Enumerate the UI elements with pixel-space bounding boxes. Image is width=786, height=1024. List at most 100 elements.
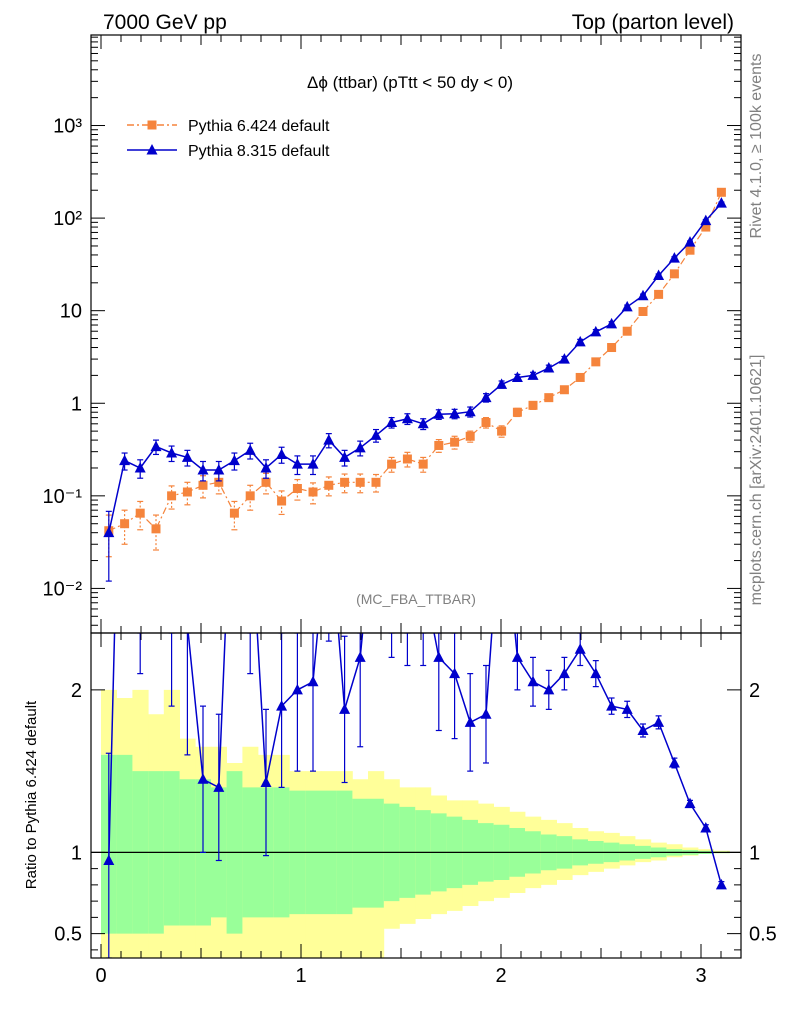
ratio-data-point [276, 700, 288, 711]
ratio-marks [91, 633, 741, 958]
data-point [496, 378, 508, 389]
main-y-tick-label: 10³ [53, 116, 82, 138]
data-point [543, 362, 555, 373]
data-point [339, 451, 351, 462]
ratio-y-tick-label: 1 [71, 842, 82, 864]
ratio-data-point [339, 703, 351, 714]
header-right: Top (parton level) [572, 11, 734, 34]
data-point [182, 487, 192, 497]
data-point [558, 353, 570, 364]
data-point [575, 372, 585, 382]
data-point [654, 289, 664, 299]
ratio-x-tick-label: 1 [295, 965, 306, 987]
mcplots-label: mcplots.cern.ch [arXiv:2401.10621] [748, 355, 765, 606]
ratio-data-point [260, 776, 272, 787]
band-inner [352, 798, 369, 908]
data-point [340, 477, 350, 487]
data-point [229, 508, 239, 518]
ratio-data-point [197, 773, 209, 784]
data-point [370, 429, 382, 440]
main-y-tick-label: 10⁻² [43, 578, 83, 600]
data-point [214, 477, 224, 487]
band-inner [116, 754, 133, 934]
ratio-data-point [668, 757, 680, 768]
data-point [481, 417, 491, 427]
ratio-data-point [558, 667, 570, 679]
data-point [465, 431, 475, 441]
rivet-label: Rivet 4.1.0, ≥ 100k events [748, 54, 765, 239]
legend-marker-0 [147, 120, 157, 130]
data-point [480, 391, 492, 403]
data-point [433, 408, 445, 419]
data-point [668, 252, 680, 263]
ratio-data-point [543, 683, 555, 695]
data-point [135, 508, 145, 518]
data-point [151, 524, 161, 534]
data-point [528, 400, 538, 410]
data-point [591, 357, 601, 367]
ratio-y-tick-label: 2 [71, 680, 82, 702]
data-point [260, 461, 272, 473]
main-y-tick-label: 10 [60, 301, 82, 323]
ratio-data-point [653, 716, 665, 727]
series-line-1 [108, 202, 722, 533]
ratio-data-point [511, 651, 523, 662]
series-line-0 [108, 192, 722, 532]
main-y-tick-label: 1 [71, 393, 82, 415]
ratio-data-point [464, 716, 476, 727]
data-point [387, 459, 397, 469]
data-point [401, 412, 413, 424]
legend-marker-1 [146, 144, 158, 155]
data-point [434, 440, 444, 450]
main-axes: 10⁻² 10⁻¹ 1 10 10² 10³ [43, 35, 742, 633]
legend: Pythia 6.424 default Pythia 8.315 default [127, 118, 330, 160]
data-point [277, 496, 287, 506]
plot-title: Δϕ (ttbar) (pTtt < 50 dy < 0) [307, 73, 513, 92]
ratio-plot: 0.5 0.5 1 1 2 2 0 1 2 3 Ratio to Pythia 6.424 def… [23, 632, 777, 987]
data-point [324, 480, 334, 490]
data-point [386, 416, 398, 427]
data-point [228, 454, 240, 466]
ratio-data-point [480, 708, 492, 719]
data-point [323, 434, 335, 445]
ratio-data-point [700, 822, 712, 833]
data-point [292, 484, 302, 494]
ratio-axes: 0.5 0.5 1 1 2 2 0 1 2 3 [54, 633, 777, 987]
data-point [198, 480, 208, 490]
data-point [450, 437, 460, 447]
data-point [213, 464, 225, 475]
data-point [355, 477, 365, 487]
band-inner [163, 771, 180, 926]
ratio-data-point [606, 700, 618, 711]
ratio-data-point [354, 651, 366, 662]
data-point [684, 236, 696, 247]
data-point [685, 245, 695, 255]
data-point [244, 444, 256, 455]
data-point [449, 407, 461, 419]
data-point [621, 300, 633, 312]
data-point [119, 454, 131, 466]
ratio-data-point [684, 797, 696, 809]
data-point [291, 458, 303, 469]
data-point [527, 369, 539, 380]
ratio-data-point [307, 675, 319, 687]
ratio-x-tick-label: 0 [95, 965, 106, 987]
data-point [715, 197, 727, 208]
main-marks [103, 187, 727, 582]
ratio-data-point [590, 667, 602, 679]
data-point [261, 477, 271, 487]
data-point [638, 306, 648, 316]
data-point [150, 440, 162, 452]
legend-label-1: Pythia 8.315 default [188, 143, 330, 160]
data-point [276, 448, 288, 459]
data-point [245, 491, 255, 501]
data-point [574, 335, 586, 347]
header-left: 7000 GeV pp [103, 11, 227, 34]
data-point [607, 343, 617, 353]
ratio-data-point [574, 643, 586, 654]
ratio-frame [90, 632, 742, 959]
ratio-y-tick-label-right: 2 [749, 680, 760, 702]
ratio-data-point [291, 683, 303, 695]
ratio-y-tick-label: 0.5 [54, 924, 82, 946]
data-point [653, 269, 665, 280]
